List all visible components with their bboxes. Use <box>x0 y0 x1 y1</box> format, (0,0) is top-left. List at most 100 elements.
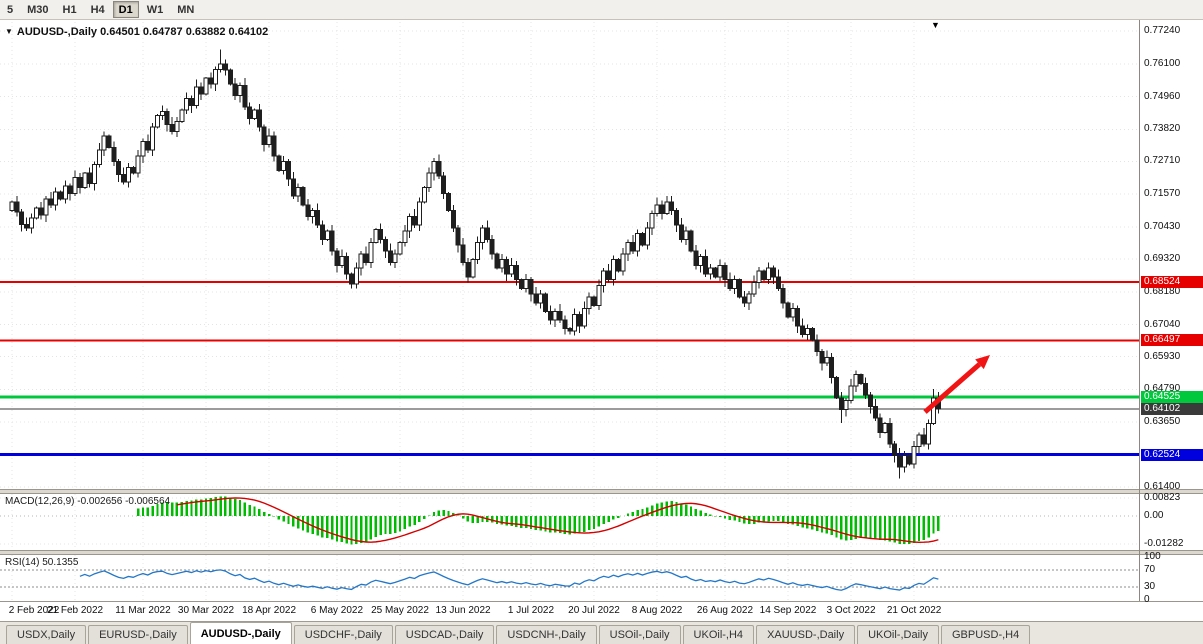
candle-body <box>276 155 282 171</box>
candle-body <box>460 244 466 263</box>
candle-body <box>858 374 864 384</box>
candle-body <box>717 264 723 278</box>
candle-body <box>863 382 869 396</box>
candle-body <box>300 187 306 206</box>
candle-body <box>649 213 655 229</box>
candle-body <box>712 267 718 278</box>
rsi-axis-label: 100 <box>1144 551 1161 562</box>
candle-body <box>882 423 888 433</box>
trend-arrow-head[interactable] <box>975 355 990 370</box>
tf-button-m5[interactable]: 5 <box>7 3 14 16</box>
rsi-pane-divider[interactable] <box>0 550 1203 555</box>
candle-body <box>557 310 563 321</box>
candle-body <box>446 192 451 212</box>
tab-usdchf-daily[interactable]: USDCHF-,Daily <box>293 625 393 644</box>
candle-body <box>475 241 481 261</box>
date-label: 21 Oct 2022 <box>886 605 942 616</box>
candle-body <box>596 284 602 307</box>
candle-body <box>523 279 529 289</box>
candle-body <box>654 204 660 215</box>
candle-body <box>678 224 684 240</box>
candle-body <box>77 177 83 189</box>
candle-body <box>785 302 791 318</box>
chart-ohlc-readout: 0.64501 0.64787 0.63882 0.64102 <box>100 26 269 38</box>
rsi-axis-label: 70 <box>1144 563 1156 575</box>
price-tick-label: 0.67040 <box>1144 318 1181 330</box>
candle-body <box>256 109 262 128</box>
candle-body <box>310 210 316 217</box>
candle-body <box>344 256 350 275</box>
candle-body <box>547 310 553 321</box>
candle-body <box>479 227 485 243</box>
macd-axis-label: 0.00 <box>1144 510 1164 521</box>
candle-body <box>232 83 238 96</box>
candle-body <box>353 267 359 285</box>
candle-body <box>392 253 398 263</box>
candle-body <box>164 110 170 125</box>
tf-button-m30[interactable]: M30 <box>27 3 49 16</box>
tf-button-mn[interactable]: MN <box>177 3 195 16</box>
rsi-name: RSI(14) <box>5 557 40 568</box>
candle-body <box>67 185 73 194</box>
candle-body <box>222 63 228 71</box>
macd-pane-divider[interactable] <box>0 489 1203 494</box>
candle-body <box>872 405 878 419</box>
candle-body <box>489 238 495 255</box>
date-label: 1 Jul 2022 <box>507 605 555 616</box>
candle-body <box>33 207 39 219</box>
tab-usdcnh-daily[interactable]: USDCNH-,Daily <box>496 625 597 644</box>
candle-body <box>518 279 524 289</box>
candle-body <box>421 187 427 203</box>
candle-body <box>121 174 127 183</box>
candle-body <box>780 287 786 304</box>
tf-button-d1[interactable]: D1 <box>112 1 139 18</box>
date-label: 2 Feb 2022 <box>8 605 60 616</box>
candle-body <box>693 250 699 266</box>
candle-body <box>741 296 747 304</box>
price-tick-label: 0.71570 <box>1144 188 1181 200</box>
price-tick-label: 0.72710 <box>1144 155 1181 167</box>
date-axis-separator <box>0 601 1203 602</box>
date-label: 8 Aug 2022 <box>631 605 683 616</box>
candle-body <box>334 250 340 266</box>
candle-body <box>431 161 437 174</box>
tab-xauusd-daily[interactable]: XAUUSD-,Daily <box>756 625 856 644</box>
trend-arrow[interactable] <box>923 362 982 414</box>
tab-audusd-daily[interactable]: AUDUSD-,Daily <box>189 622 292 644</box>
candle-body <box>305 204 311 217</box>
tab-eurusd-daily[interactable]: EURUSD-,Daily <box>88 625 188 644</box>
tab-usdcad-daily[interactable]: USDCAD-,Daily <box>394 625 495 644</box>
candle-body <box>877 417 883 433</box>
tab-ukoil-daily[interactable]: UKOil-,Daily <box>857 625 939 644</box>
chart-canvas[interactable] <box>0 20 1203 621</box>
candle-body <box>722 264 728 281</box>
candle-body <box>770 267 776 278</box>
candle-body <box>586 296 592 310</box>
chart-shift-marker[interactable]: ▼ <box>931 20 940 30</box>
candle-body <box>562 319 568 330</box>
candle-body <box>339 256 345 266</box>
chart-symbol-icon: ▼ <box>5 27 13 36</box>
macd-values: -0.002656 -0.006564 <box>77 496 171 507</box>
candle-body <box>484 227 490 240</box>
tf-button-h4[interactable]: H4 <box>90 3 105 16</box>
date-label: 14 Sep 2022 <box>759 605 817 616</box>
tab-ukoil-h4[interactable]: UKOil-,H4 <box>682 625 755 644</box>
tf-button-w1[interactable]: W1 <box>146 3 164 16</box>
rsi-indicator-label: RSI(14) 50.1355 <box>5 557 78 568</box>
candle-body <box>625 241 631 255</box>
tab-gbpusd-h4[interactable]: GBPUSD-,H4 <box>940 625 1031 644</box>
candle-body <box>848 385 854 402</box>
tf-button-h1[interactable]: H1 <box>62 3 77 16</box>
candle-body <box>470 259 476 278</box>
tab-usdx-daily[interactable]: USDX,Daily <box>6 625 87 644</box>
candle-body <box>664 201 670 215</box>
candle-body <box>931 397 936 425</box>
tab-usoil-daily[interactable]: USOil-,Daily <box>598 625 681 644</box>
candle-body <box>150 126 156 151</box>
date-label: 20 Jul 2022 <box>568 605 620 616</box>
candle-body <box>867 394 873 407</box>
candle-body <box>746 293 752 304</box>
candle-body <box>766 267 772 281</box>
candle-body <box>688 230 694 252</box>
